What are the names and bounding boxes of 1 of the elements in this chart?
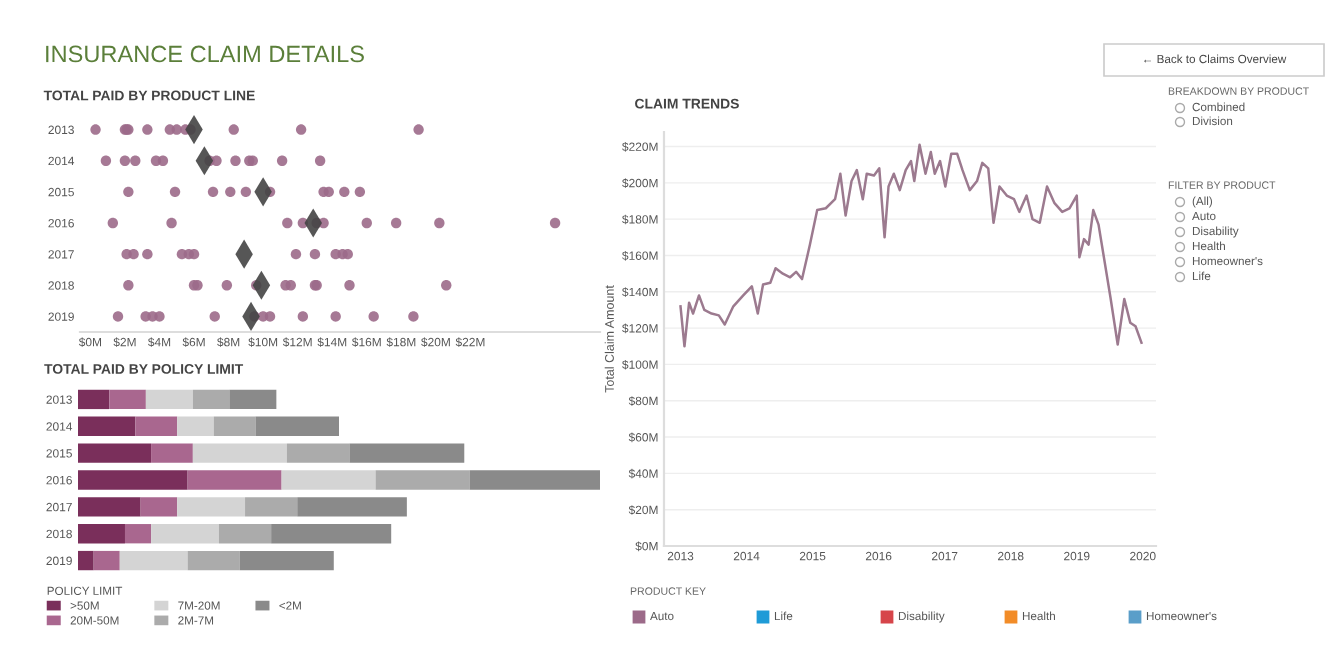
text: INSURANCE CLAIM DETAILS [46, 45, 364, 63]
